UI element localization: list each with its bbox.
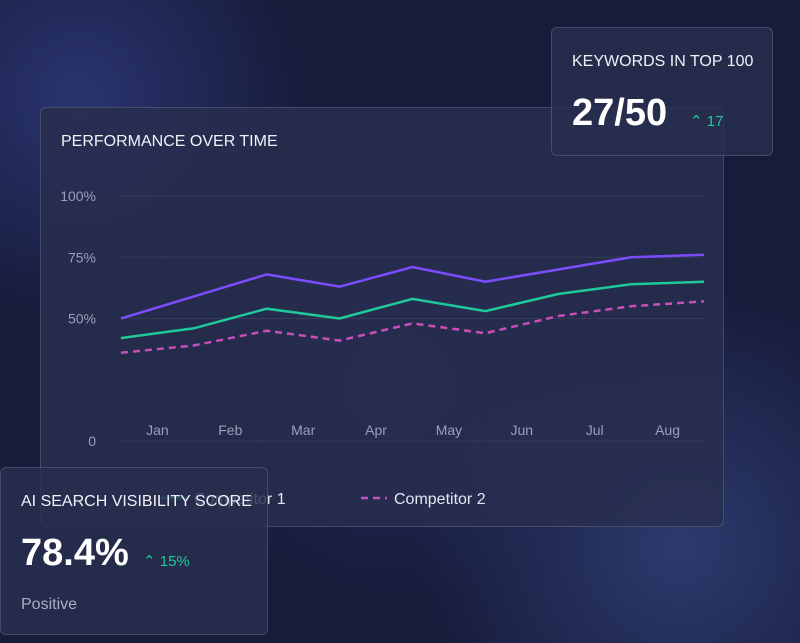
card-value: 78.4% (21, 532, 129, 574)
x-tick-label: Jul (586, 422, 604, 438)
card-title: KEYWORDS IN TOP 100 (572, 53, 754, 70)
card-change: ⌃ 17 (690, 112, 723, 130)
x-tick-label: Apr (365, 422, 387, 438)
series-line (120, 280, 705, 340)
x-tick-label: Mar (291, 422, 315, 438)
series-line (120, 300, 705, 355)
up-icon: ⌃ (143, 553, 160, 570)
change-text: 15% (159, 553, 190, 570)
keywords-card: KEYWORDS IN TOP 100 27/50 ⌃ 17 (551, 27, 773, 156)
visibility-card: AI SEARCH VISIBILITY SCORE 78.4% ⌃ 15% P… (0, 467, 268, 635)
y-tick-label: 0 (88, 433, 96, 449)
legend-label: Competitor 2 (394, 491, 486, 508)
card-value: 27/50 (572, 92, 668, 134)
y-tick-label: 75% (68, 249, 96, 265)
chart: PERFORMANCE OVER TIME 100% 75% 50% 0 Jan Feb M… (60, 133, 705, 508)
x-tick-label: Feb (218, 422, 242, 438)
series-line (120, 253, 705, 320)
up-icon: ⌃ (690, 113, 707, 130)
x-tick-label: Jun (511, 422, 534, 438)
x-tick-label: Aug (655, 422, 680, 438)
y-tick-label: 100% (60, 188, 96, 204)
x-tick-label: Jan (146, 422, 169, 438)
chart-title: PERFORMANCE OVER TIME (61, 133, 278, 150)
card-change: ⌃ 15% (143, 552, 190, 570)
card-title: AI SEARCH VISIBILITY SCORE (21, 493, 252, 510)
change-text: 17 (706, 113, 724, 130)
x-tick-label: May (436, 422, 462, 438)
card-status: Positive (21, 596, 78, 613)
chart-card: PERFORMANCE OVER TIME 100% 75% 50% 0 Jan Feb M… (40, 107, 724, 527)
y-tick-label: 50% (68, 311, 96, 327)
